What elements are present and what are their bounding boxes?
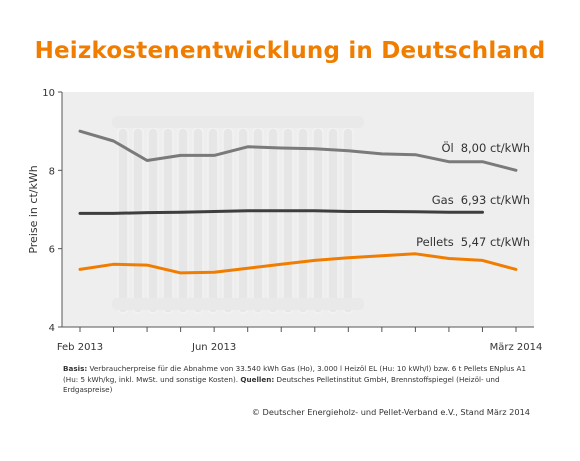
radiator-fin bbox=[282, 127, 294, 314]
radiator-fin bbox=[327, 127, 339, 314]
radiator-fin bbox=[252, 127, 264, 314]
radiator-fin bbox=[297, 127, 309, 314]
series-name: Gas bbox=[432, 193, 454, 207]
series-label: Gas 6,93 ct/kWh bbox=[432, 193, 530, 207]
y-tick-label: 10 bbox=[42, 88, 55, 99]
y-tick-label: 8 bbox=[49, 166, 55, 177]
series-line-gas bbox=[78, 209, 484, 215]
series-line-oel bbox=[78, 129, 518, 172]
y-tick-label: 6 bbox=[49, 245, 55, 256]
series-layer bbox=[78, 129, 518, 275]
radiator-fin bbox=[342, 127, 354, 314]
series-value: 8,00 ct/kWh bbox=[461, 141, 530, 155]
x-tick-label: Jun 2013 bbox=[191, 342, 236, 353]
x-tick-label: Feb 2013 bbox=[57, 342, 103, 353]
x-tick-label: März 2014 bbox=[490, 342, 543, 353]
series-labels: Öl 8,00 ct/kWh Gas 6,93 ct/kWh Pellets 5,47 c… bbox=[416, 139, 530, 249]
series-label: Öl 8,00 ct/kWh bbox=[441, 139, 530, 155]
radiator-fin bbox=[147, 127, 159, 314]
series-name: Öl bbox=[441, 139, 453, 155]
radiator-fin bbox=[267, 127, 279, 314]
radiator-fin bbox=[312, 127, 324, 314]
series-value: 5,47 ct/kWh bbox=[461, 235, 530, 249]
quellen-label: Quellen: bbox=[240, 374, 275, 384]
series-label: Pellets 5,47 ct/kWh bbox=[416, 235, 530, 249]
axes: 4 6 8 10 Feb 2013 Jun 2013 März 2014 Preise in … bbox=[27, 88, 542, 353]
radiator-fin bbox=[237, 127, 249, 314]
series-line-pellets bbox=[78, 252, 518, 275]
y-tick-label: 4 bbox=[49, 323, 55, 334]
series-name: Pellets bbox=[416, 235, 454, 249]
radiator-bottom bbox=[112, 298, 364, 310]
basis-text: Verbraucherpreise für die Abnahme von 33… bbox=[63, 364, 527, 384]
radiator-fin bbox=[117, 127, 129, 314]
chart-title: Heizkostenentwicklung in Deutschland bbox=[34, 38, 546, 64]
copyright-note: © Deutscher Energieholz- und Pellet-Verb… bbox=[251, 407, 530, 417]
radiator-fin bbox=[222, 127, 234, 314]
footnote: Basis: Verbraucherpreise für die Abnahme… bbox=[63, 364, 543, 396]
basis-label: Basis: bbox=[63, 364, 88, 373]
y-axis-label: Preise in ct/kWh bbox=[27, 165, 40, 253]
series-value: 6,93 ct/kWh bbox=[461, 193, 530, 207]
quellen-text: Deutsches Pelletinstitut GmbH, Brennstof… bbox=[63, 374, 500, 395]
radiator-top bbox=[112, 116, 364, 128]
